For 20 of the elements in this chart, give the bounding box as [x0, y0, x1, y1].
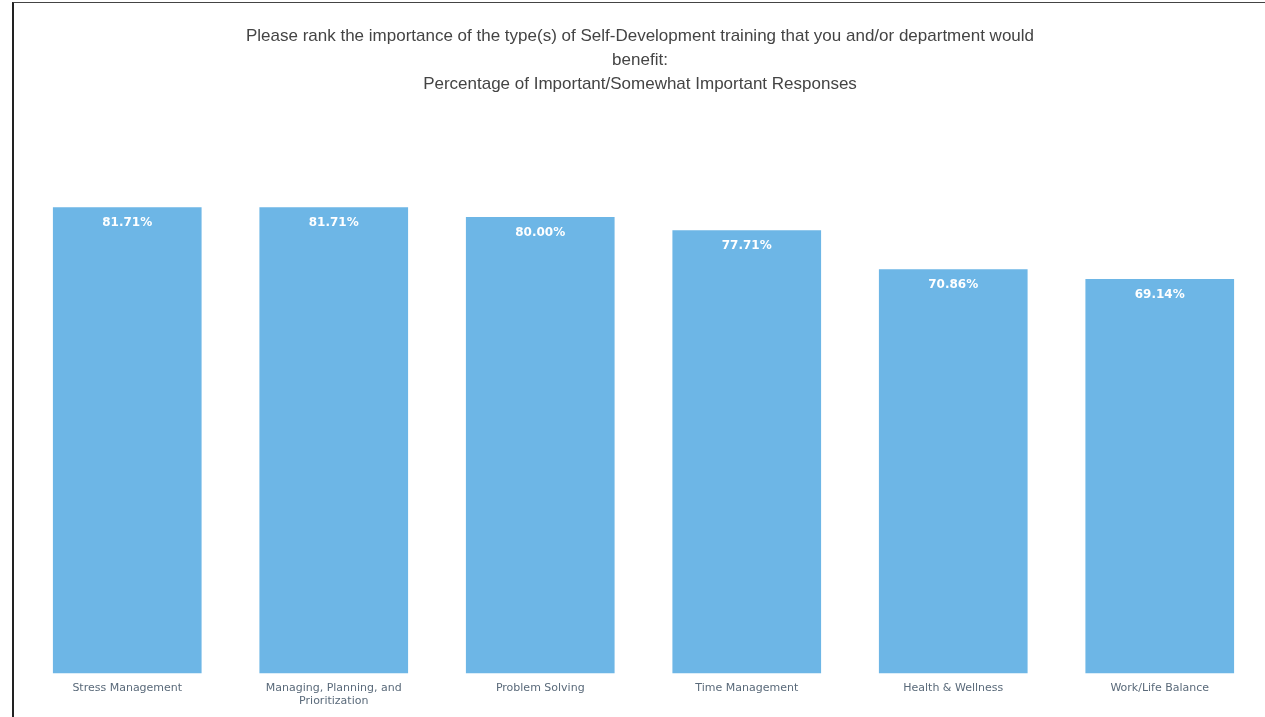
bar	[259, 207, 409, 674]
chart-title: Please rank the importance of the type(s) of Self-Development training that you and/or department would benefit:	[244, 25, 1036, 71]
data-label: 80.00%	[515, 225, 566, 240]
data-label: 77.71%	[721, 238, 772, 253]
data-label: 69.14%	[1134, 287, 1185, 302]
data-label: 70.86%	[928, 277, 979, 292]
x-tick-label: Health & Wellness	[903, 681, 1004, 695]
bar	[1085, 279, 1235, 674]
x-tick-label: Managing, Planning, and Prioritization	[265, 681, 402, 708]
bar	[672, 230, 822, 674]
bar	[465, 217, 615, 674]
chart-subtitle: Percentage of Important/Somewhat Important Responses	[422, 73, 858, 95]
data-label: 81.71%	[102, 215, 153, 230]
x-tick-label: Work/Life Balance	[1110, 681, 1210, 695]
x-tick-label: Stress Management	[72, 681, 183, 695]
bar	[878, 269, 1028, 674]
bar	[52, 207, 202, 674]
x-tick-label: Problem Solving	[495, 681, 585, 695]
x-tick-label: Time Management	[694, 681, 799, 695]
data-label: 81.71%	[308, 215, 359, 230]
